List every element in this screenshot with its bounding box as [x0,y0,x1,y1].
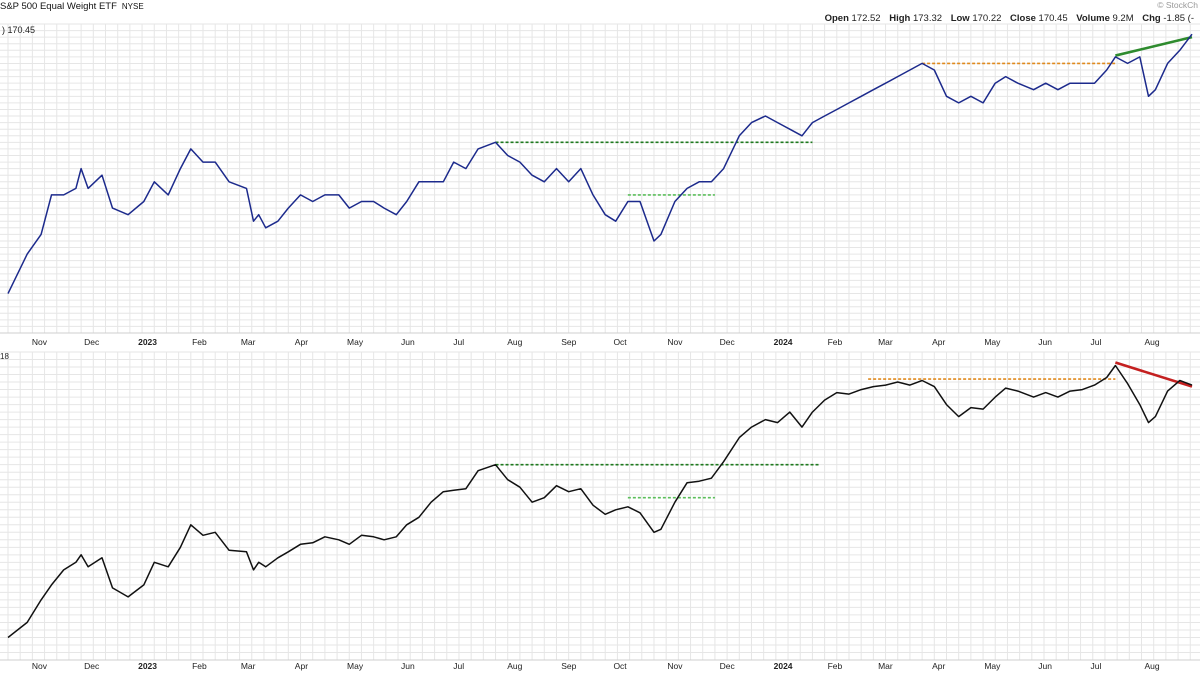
chart-title: S&P 500 Equal Weight ETF NYSE [0,1,144,12]
ohlc-change-value: -1.85 (- [1163,13,1194,24]
x-tick-label: Aug [1145,337,1160,347]
x-tick-label: 2024 [774,337,793,347]
x-tick-label: Jul [1091,661,1102,671]
x-tick-label: Jul [453,337,464,347]
x-tick-label: Nov [667,661,683,671]
x-tick-label: Jun [401,661,415,671]
chart-title-text: S&P 500 Equal Weight ETF [0,1,117,12]
x-tick-label: Sep [561,661,576,671]
ohlc-high-label: High [889,13,911,24]
x-tick-label: Apr [295,661,308,671]
ohlc-open-label: Open [824,13,849,24]
ohlc-readout: Open 172.52 High 173.32 Low 170.22 Close… [825,13,1200,24]
x-tick-label: Aug [507,337,522,347]
ohlc-close-value: 170.45 [1038,13,1068,24]
x-tick-label: Apr [932,337,945,347]
x-tick-label: 2023 [138,661,157,671]
lower-series-line [7,364,1193,639]
ohlc-low-label: Low [950,13,970,24]
x-tick-label: Aug [507,661,522,671]
x-tick-label: May [347,337,364,347]
ohlc-change-label: Chg [1142,13,1161,24]
x-tick-label: Feb [828,337,843,347]
trend-line [1114,361,1193,388]
upper-annotations [495,35,1193,196]
upper-grid [0,23,1200,334]
ohlc-volume-label: Volume [1076,13,1110,24]
x-tick-label: Mar [241,661,256,671]
lower-annotations [495,361,1193,499]
x-tick-label: Mar [878,661,893,671]
upper-x-axis: Nov Dec 2023 Feb Mar Apr May Jun Jul Aug Sep Oct Nov… [32,337,1160,347]
x-tick-label: Dec [84,661,100,671]
x-tick-label: Nov [32,661,48,671]
x-tick-label: May [984,337,1001,347]
x-tick-label: Jun [1038,661,1052,671]
x-tick-label: Nov [667,337,683,347]
x-tick-label: Mar [241,337,256,347]
lower-panel-value-label: 18 [0,352,9,361]
x-tick-label: Dec [720,337,736,347]
x-tick-label: Feb [192,337,207,347]
current-price-label: ) 170.45 [2,25,36,35]
lower-grid [0,351,1200,661]
x-tick-label: Oct [613,337,627,347]
exchange-label: NYSE [121,2,144,11]
x-tick-label: May [347,661,364,671]
ohlc-low-value: 170.22 [972,13,1002,24]
upper-panel: Nov Dec 2023 Feb Mar Apr May Jun Jul Aug Sep Oct Nov… [0,23,1200,347]
x-tick-label: Jun [1038,337,1052,347]
x-tick-label: 2024 [774,661,793,671]
ohlc-volume-value: 9.2M [1112,13,1134,24]
x-tick-label: Apr [932,661,945,671]
x-tick-label: Mar [878,337,893,347]
x-tick-label: Jul [453,661,464,671]
x-tick-label: May [984,661,1001,671]
x-tick-label: Apr [295,337,308,347]
ohlc-open-value: 172.52 [851,13,881,24]
ohlc-close-label: Close [1010,13,1036,24]
x-tick-label: Jul [1091,337,1102,347]
x-tick-label: Dec [720,661,736,671]
x-tick-label: Sep [561,337,576,347]
ohlc-high-value: 173.32 [912,13,943,24]
lower-panel: Nov Dec 2023 Feb Mar Apr May Jun Jul Aug Sep Oct Nov… [0,351,1200,671]
x-tick-label: Feb [192,661,207,671]
x-tick-label: 2023 [138,337,157,347]
x-tick-label: Feb [828,661,843,671]
x-tick-label: Nov [32,337,48,347]
lower-x-axis: Nov Dec 2023 Feb Mar Apr May Jun Jul Aug Sep Oct Nov… [32,661,1160,671]
brand-watermark: © StockCh [1157,0,1198,10]
x-tick-label: Dec [84,337,100,347]
x-tick-label: Aug [1145,661,1160,671]
trend-line [1115,35,1193,57]
x-tick-label: Jun [401,337,415,347]
x-tick-label: Oct [613,661,627,671]
upper-series-line [7,33,1193,294]
